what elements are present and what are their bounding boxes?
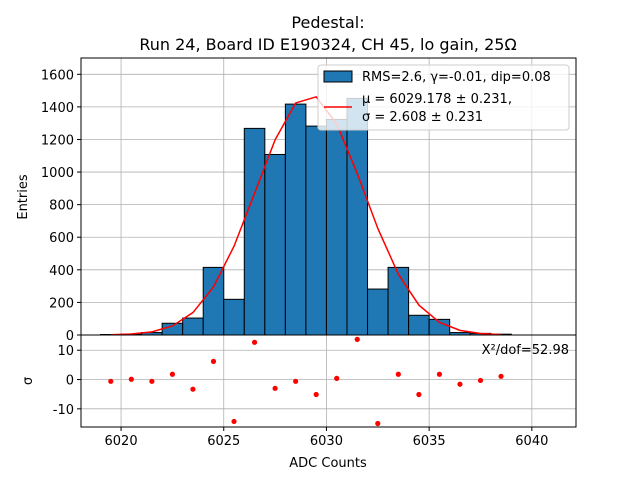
residual-point — [129, 377, 134, 382]
y-tick-label: 600 — [49, 231, 74, 246]
histogram-bar — [326, 119, 347, 335]
chart-title-line1: Pedestal: — [291, 13, 364, 32]
histogram-bar — [388, 267, 409, 335]
residual-point — [416, 392, 421, 397]
histogram-bar — [244, 128, 265, 335]
residual-point — [314, 392, 319, 397]
residual-point — [190, 387, 195, 392]
histogram-bar — [183, 318, 204, 335]
x-tick-label: 6035 — [413, 434, 446, 449]
histogram-bar — [285, 104, 306, 335]
residual-point — [334, 376, 339, 381]
residual-y-tick-label: 0 — [66, 374, 74, 389]
residual-point — [170, 372, 175, 377]
chi2-annotation: X²/dof=52.98 — [482, 343, 569, 358]
histogram-bar — [265, 154, 286, 335]
y-tick-label: 1200 — [41, 133, 74, 148]
residual-point — [272, 386, 277, 391]
residual-point — [231, 419, 236, 424]
histogram-bar — [347, 98, 368, 335]
residual-point — [108, 379, 113, 384]
residual-y-axis-label: σ — [21, 377, 36, 385]
histogram-bar — [306, 126, 327, 335]
histogram-bar — [409, 315, 430, 335]
residual-point — [375, 421, 380, 426]
histogram-bar — [224, 299, 245, 335]
y-tick-label: 800 — [49, 199, 74, 214]
residual-point — [396, 372, 401, 377]
residual-point — [498, 374, 503, 379]
x-tick-label: 6040 — [515, 434, 548, 449]
y-tick-label: 400 — [49, 264, 74, 279]
residual-point — [457, 382, 462, 387]
residual-point — [355, 337, 360, 342]
y-tick-label: 1400 — [41, 101, 74, 116]
residual-point — [252, 340, 257, 345]
residual-point — [478, 378, 483, 383]
y-axis-label: Entries — [16, 174, 31, 220]
y-tick-label: 1600 — [41, 68, 74, 83]
x-tick-label: 6020 — [105, 434, 138, 449]
x-tick-label: 6030 — [310, 434, 343, 449]
legend-fit-label-2: σ = 2.608 ± 0.231 — [362, 110, 483, 125]
y-tick-label: 1000 — [41, 166, 74, 181]
residual-point — [293, 379, 298, 384]
legend-hist-swatch — [324, 71, 352, 82]
legend-hist-label: RMS=2.6, γ=-0.01, dip=0.08 — [362, 70, 551, 85]
legend-fit-label-1: μ = 6029.178 ± 0.231, — [362, 92, 512, 107]
histogram-bar — [162, 323, 183, 335]
x-tick-label: 6025 — [207, 434, 240, 449]
x-axis-label: ADC Counts — [289, 456, 367, 471]
residual-point — [211, 359, 216, 364]
y-tick-label: 0 — [66, 329, 74, 344]
legend: RMS=2.6, γ=-0.01, dip=0.08 μ = 6029.178 … — [318, 65, 569, 130]
residual-point — [149, 379, 154, 384]
residual-y-tick-label: -10 — [53, 403, 74, 418]
y-tick-label: 200 — [49, 296, 74, 311]
histogram-bar — [203, 267, 224, 335]
chart-title-line2: Run 24, Board ID E190324, CH 45, lo gain… — [139, 35, 516, 54]
residual-y-tick-label: 10 — [57, 344, 74, 359]
histogram-bar — [368, 289, 389, 335]
residual-point — [437, 372, 442, 377]
